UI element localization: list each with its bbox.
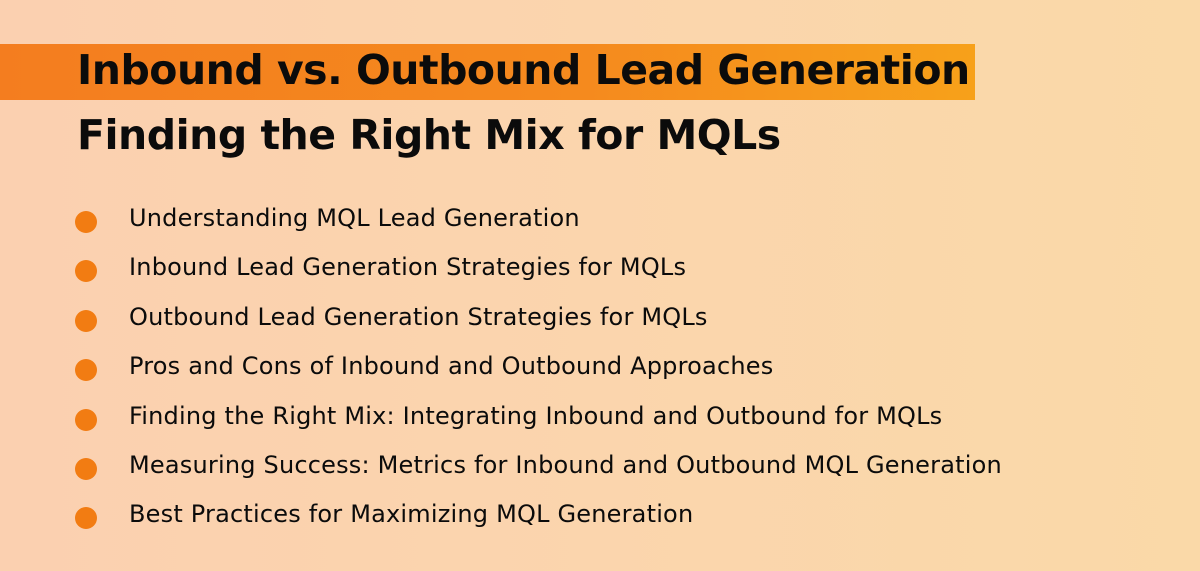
list-item-label: Outbound Lead Generation Strategies for … (129, 302, 708, 331)
list-item-label: Pros and Cons of Inbound and Outbound Ap… (129, 352, 774, 381)
bullet-icon (75, 457, 97, 480)
bullet-icon (75, 309, 97, 332)
bullet-icon (75, 211, 97, 233)
page-title: Inbound vs. Outbound Lead Generation (77, 46, 970, 94)
bullet-icon (75, 359, 97, 382)
title-highlight-band (0, 44, 975, 100)
list-item-label: Finding the Right Mix: Integrating Inbou… (129, 401, 943, 430)
list-item-label: Understanding MQL Lead Generation (129, 204, 580, 232)
page-subtitle: Finding the Right Mix for MQLs (77, 111, 781, 159)
bullet-icon (75, 408, 97, 431)
bullet-icon (75, 507, 97, 530)
list-item-label: Best Practices for Maximizing MQL Genera… (129, 500, 694, 529)
list-item-label: Inbound Lead Generation Strategies for M… (129, 253, 687, 282)
bullet-icon (75, 260, 97, 283)
list-item-label: Measuring Success: Metrics for Inbound a… (129, 450, 1002, 479)
